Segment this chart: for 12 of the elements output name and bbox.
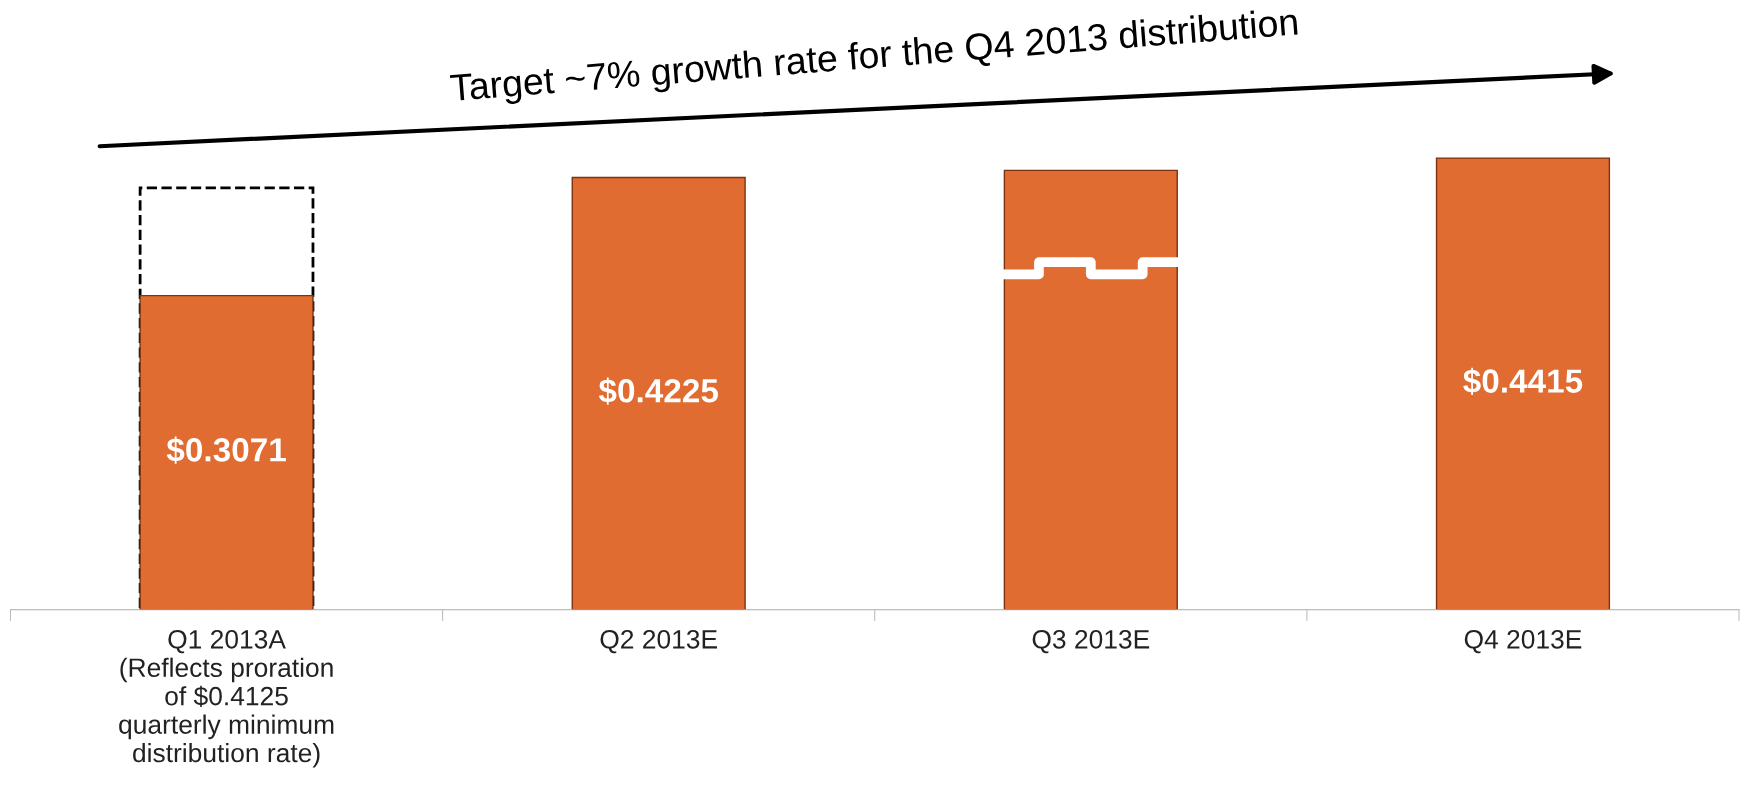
x-tick-label: Q1 2013A (Reflects proration of $0.4125 quarterly minimum distribution rate) <box>119 629 334 768</box>
bar <box>571 176 746 610</box>
data-label: $0.3071 <box>166 436 286 464</box>
bar <box>1435 157 1611 610</box>
data-label: $0.4225 <box>598 377 718 405</box>
data-label: $0.4415 <box>1463 367 1583 396</box>
bar <box>1003 169 1178 610</box>
text: Target ~7% growth rate for the Q4 2013 distribution <box>449 7 1299 109</box>
bar <box>139 294 314 610</box>
x-tick-label: Q3 2013E <box>1032 629 1150 654</box>
x-tick-label: Q4 2013E <box>1464 629 1582 654</box>
x-tick-label: Q2 2013E <box>600 629 717 654</box>
